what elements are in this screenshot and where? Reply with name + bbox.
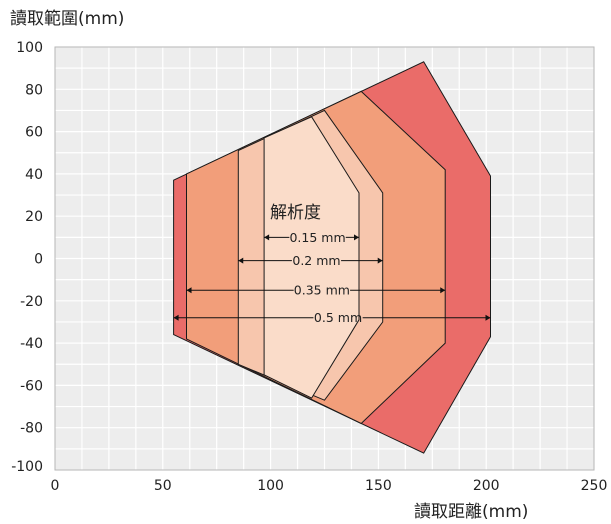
x-axis-title: 讀取距離(mm)	[414, 502, 528, 522]
arrow-head	[440, 287, 446, 294]
y-tick-label: 80	[25, 82, 43, 98]
range-label: 0.2 mm	[292, 253, 340, 268]
tick-labels: 0 50 100 150 200 250100806040200-20-40-60-80-…	[11, 40, 607, 494]
y-tick-label: -100	[11, 459, 43, 475]
y-tick-label: 40	[25, 167, 43, 183]
x-tick-label: 200	[473, 478, 500, 494]
y-axis-title: 讀取範圍(mm)	[10, 9, 124, 29]
range-label: 0.5 mm	[314, 310, 362, 325]
y-tick-label: -20	[20, 294, 43, 310]
x-tick-label: 100	[257, 478, 284, 494]
plot-border	[54, 46, 595, 471]
arrow-head	[238, 257, 244, 264]
y-tick-label: 60	[25, 125, 43, 141]
arrow-head	[377, 257, 383, 264]
y-tick-label: 100	[16, 40, 43, 56]
range-arrows: 0.5 mm 0.35 mm 0.2 mm 0.15 mm	[173, 230, 491, 325]
range-label: 0.35 mm	[294, 283, 350, 298]
y-tick-label: -40	[20, 336, 43, 352]
arrow-head	[173, 314, 179, 321]
resolution-zones	[173, 61, 491, 454]
zone-0-15-mm	[263, 116, 360, 399]
arrow-head	[353, 234, 359, 241]
y-tick-label: 0	[34, 252, 43, 268]
arrow-head	[485, 314, 491, 321]
x-tick-label: 0	[51, 478, 60, 494]
plot-frame	[54, 46, 595, 471]
x-tick-label: 250	[581, 478, 608, 494]
arrow-head	[186, 287, 192, 294]
x-tick-label: 50	[154, 478, 172, 494]
y-tick-label: -80	[20, 421, 43, 437]
range-label: 0.15 mm	[289, 230, 345, 245]
x-tick-label: 150	[365, 478, 392, 494]
arrow-head	[264, 234, 270, 241]
y-tick-label: 20	[25, 209, 43, 225]
y-tick-label: -60	[20, 378, 43, 394]
resolution-title: 解析度	[270, 203, 321, 223]
